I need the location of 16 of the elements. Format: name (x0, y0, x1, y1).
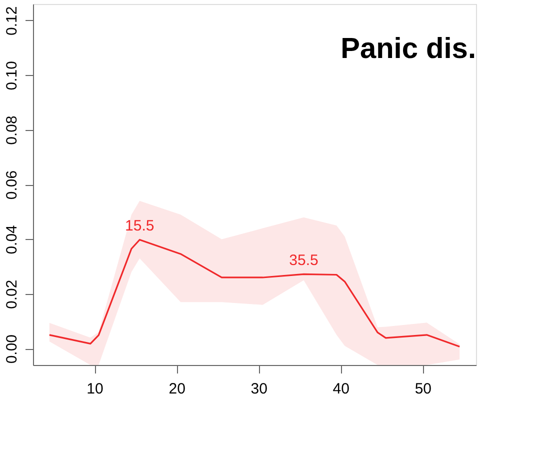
text: Panic dis. (340, 33, 476, 65)
x-tick-label: 20 (168, 380, 186, 398)
y-tick-label: 0.10 (4, 61, 20, 90)
x-tick-label: 10 (86, 380, 104, 398)
y-tick-label: 0.02 (4, 280, 20, 309)
y-tick-label: 0.12 (4, 6, 20, 36)
x-tick-label: 40 (332, 380, 350, 398)
x-tick-label: 30 (250, 380, 268, 398)
annotation: 35.5 (289, 252, 318, 270)
y-tick-label: 0.08 (4, 116, 20, 145)
y-tick-label: 0.00 (4, 334, 20, 364)
line-series (48, 238, 460, 348)
annotation: 15.5 (125, 218, 154, 235)
y-tick-label: 0.06 (4, 170, 20, 200)
x-tick-label: 50 (414, 380, 432, 398)
y-tick-label: 0.04 (4, 225, 20, 254)
